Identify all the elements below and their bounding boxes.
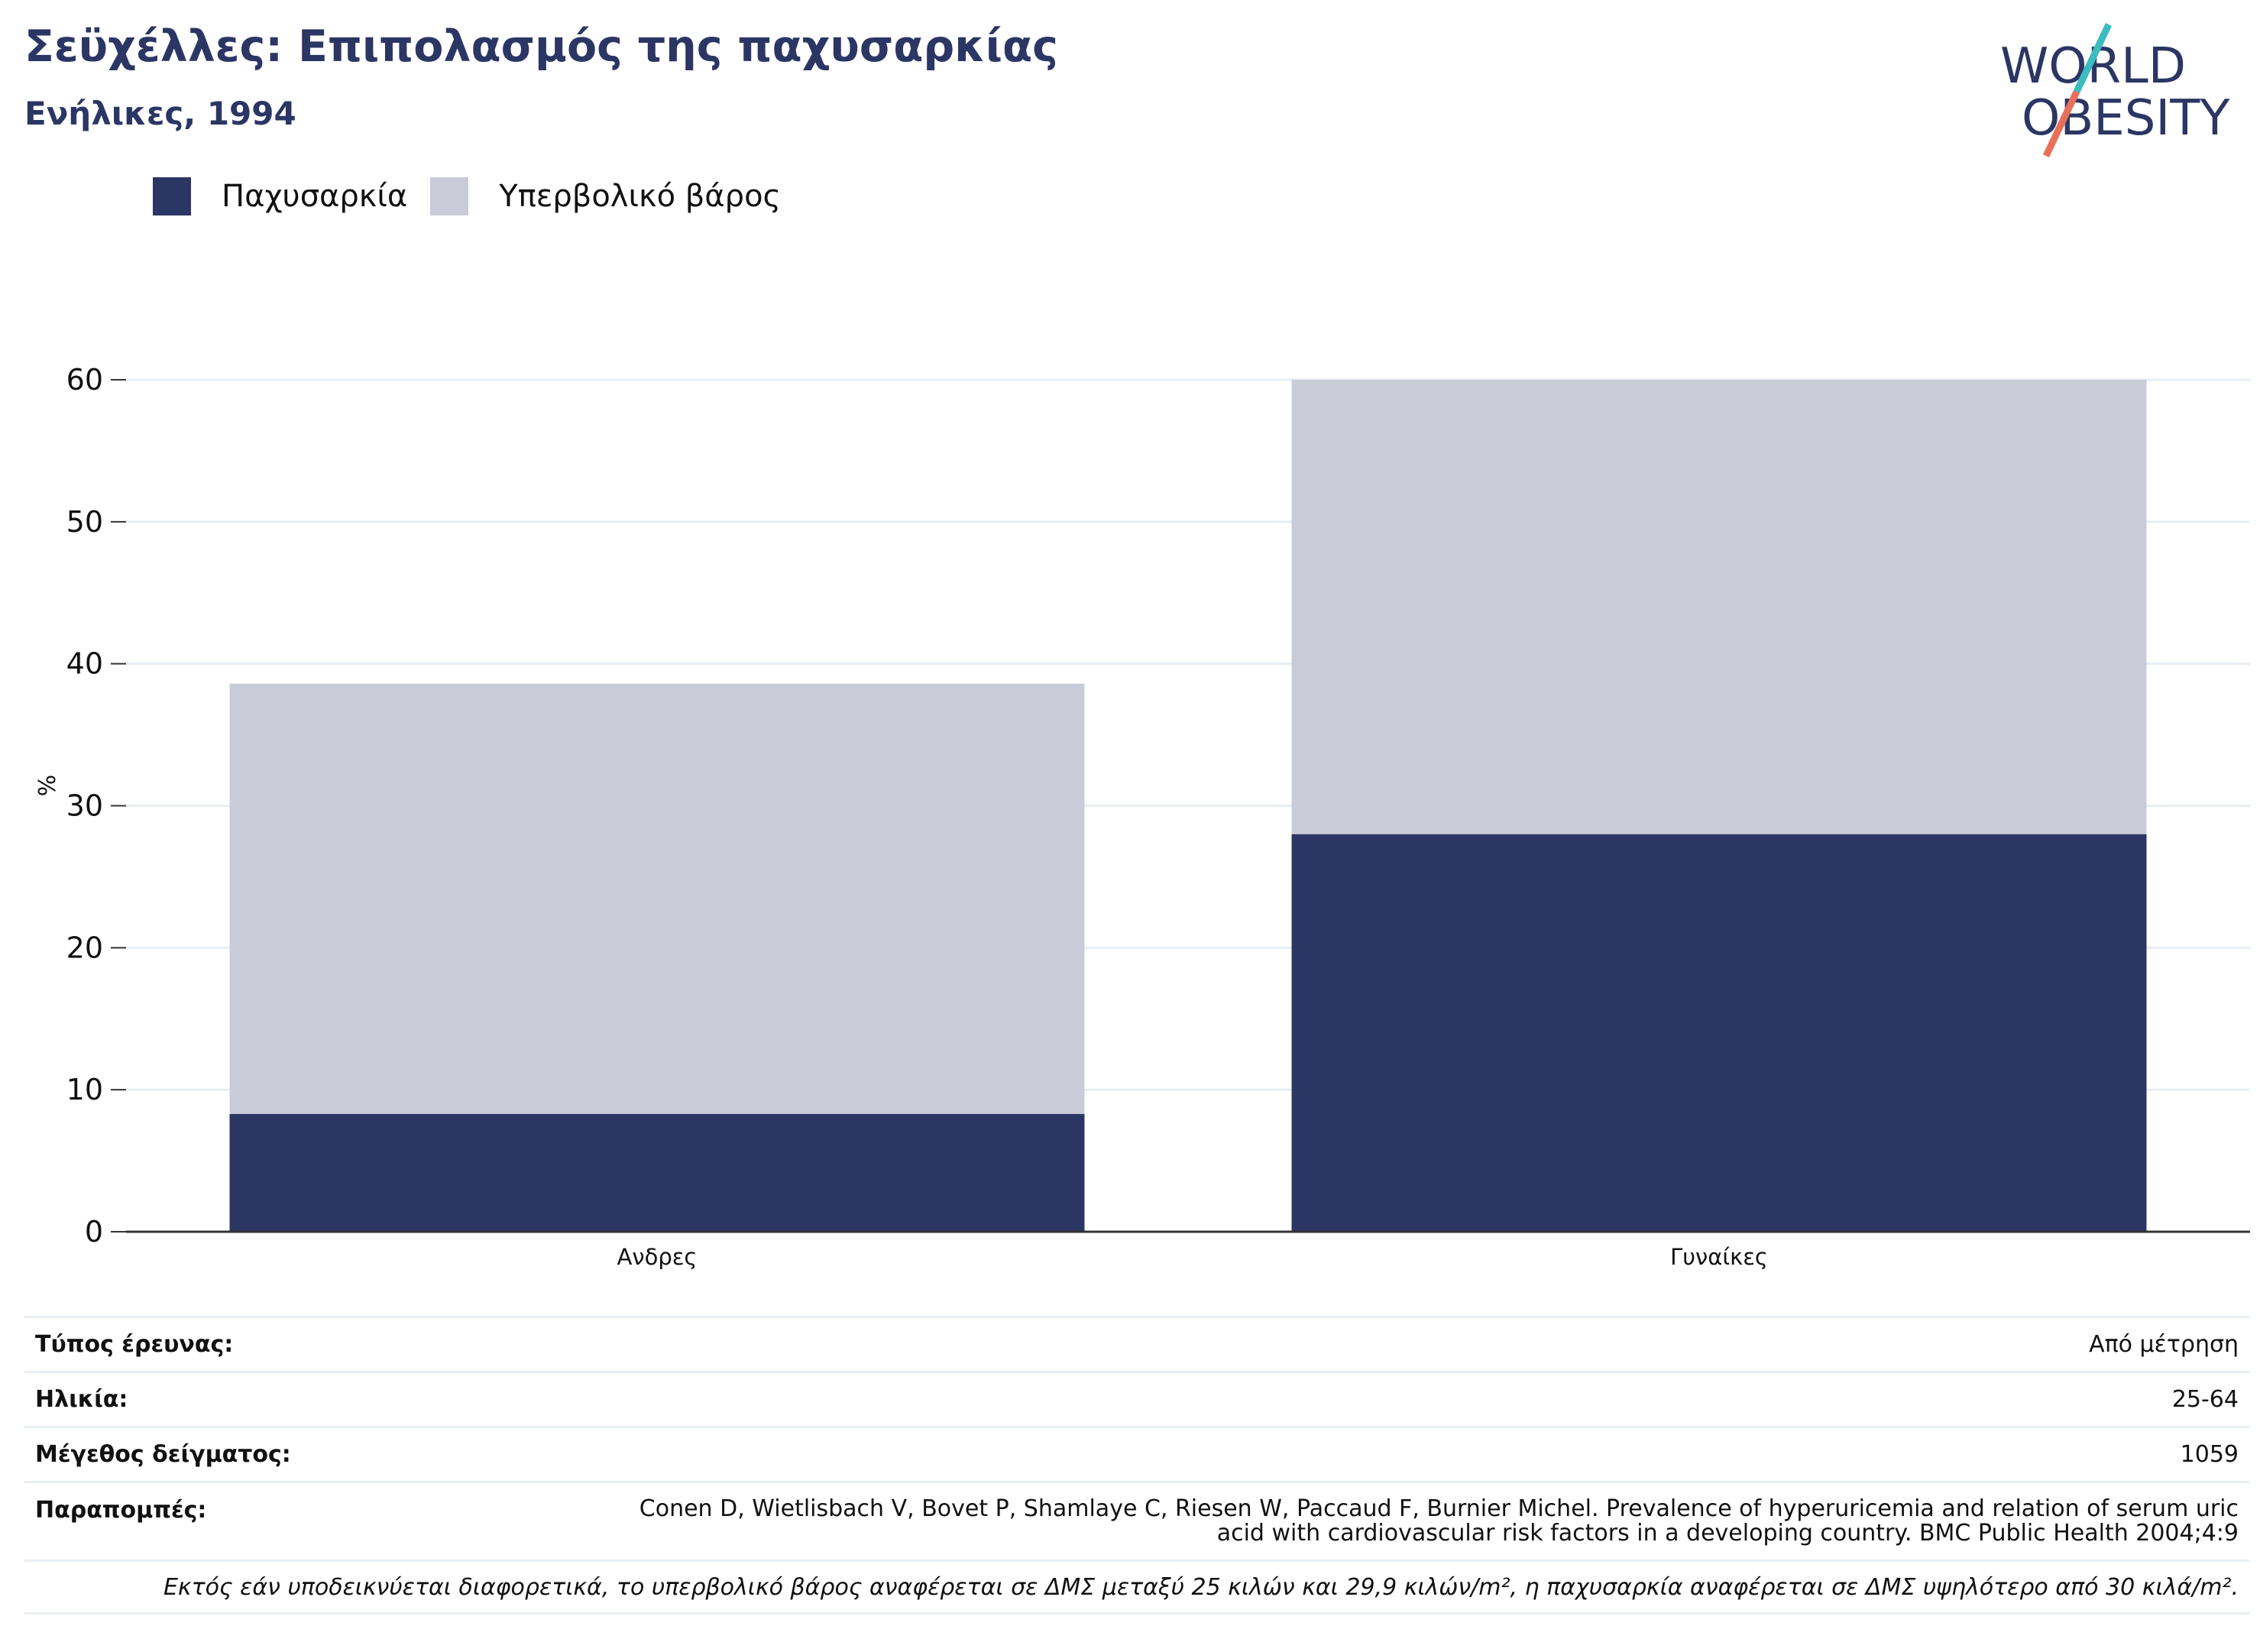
survey-type-value: Από μέτρηση xyxy=(2089,1331,2239,1358)
age-value: 25-64 xyxy=(2171,1386,2239,1413)
references-value: Conen D, Wietlisbach V, Bovet P, Shamlay… xyxy=(639,1495,2239,1547)
bar-overweight-0 xyxy=(229,683,1085,1114)
legend-swatch-overweight xyxy=(430,177,469,215)
y-tick-label: 40 xyxy=(66,647,103,681)
x-tick-label: Γυναίκες xyxy=(1670,1244,1768,1270)
references-label: Παραπομπές: xyxy=(35,1497,207,1524)
logo-world-text: WORLD xyxy=(2000,38,2186,95)
logo-slash-bottom xyxy=(2042,90,2080,157)
chart-title: Σεϋχέλλες: Επιπολασμός της παχυσαρκίας xyxy=(24,21,1058,72)
legend-item-overweight: Υπερβολικό βάρος xyxy=(430,177,781,215)
info-row-sample-size: Μέγεθος δείγματος: 1059 xyxy=(24,1426,2249,1481)
logo-slash-top xyxy=(2073,23,2113,93)
legend-swatch-obesity xyxy=(153,177,191,215)
survey-info-table: Τύπος έρευνας: Από μέτρηση Ηλικία: 25-64… xyxy=(24,1316,2249,1615)
bar-obesity-1 xyxy=(1291,834,2147,1232)
x-tick-label: Ανδρες xyxy=(617,1244,698,1270)
y-tick-label: 20 xyxy=(66,931,103,964)
legend-item-obesity: Παχυσαρκία xyxy=(153,177,407,215)
info-row-references: Παραπομπές: Conen D, Wietlisbach V, Bove… xyxy=(24,1481,2249,1560)
survey-type-label: Τύπος έρευνας: xyxy=(35,1331,234,1358)
y-tick-label: 50 xyxy=(66,505,103,539)
axes: 0 10 20 30 40 50 60 Ανδρες Γυναίκες xyxy=(66,363,2250,1270)
info-row-survey-type: Τύπος έρευνας: Από μέτρηση xyxy=(24,1316,2249,1371)
y-axis-label: % xyxy=(34,775,61,797)
y-tick-label: 10 xyxy=(66,1073,103,1106)
bar-overweight-1 xyxy=(1291,380,2147,834)
sample-size-value: 1059 xyxy=(2180,1441,2239,1468)
bars xyxy=(229,380,2147,1232)
y-tick-label: 30 xyxy=(66,789,103,823)
world-obesity-logo: WORLD OBESITY xyxy=(2000,23,2230,157)
definition-note: Εκτός εάν υποδεικνύεται διαφορετικά, το … xyxy=(163,1573,2239,1601)
info-row-age: Ηλικία: 25-64 xyxy=(24,1371,2249,1426)
y-tick-label: 0 xyxy=(85,1215,103,1249)
chart-subtitle: Ενήλικες, 1994 xyxy=(24,95,296,132)
bar-obesity-0 xyxy=(229,1113,1085,1232)
age-label: Ηλικία: xyxy=(35,1386,128,1413)
y-tick-label: 60 xyxy=(66,363,103,397)
stacked-bar-chart: 0 10 20 30 40 50 60 Ανδρες Γυναίκες % xyxy=(34,363,2250,1270)
info-row-note: Εκτός εάν υποδεικνύεται διαφορετικά, το … xyxy=(24,1560,2249,1615)
legend-label-obesity: Παχυσαρκία xyxy=(222,179,408,214)
legend-label-overweight: Υπερβολικό βάρος xyxy=(499,179,782,214)
sample-size-label: Μέγεθος δείγματος: xyxy=(35,1441,291,1468)
legend: Παχυσαρκία Υπερβολικό βάρος xyxy=(153,176,804,217)
